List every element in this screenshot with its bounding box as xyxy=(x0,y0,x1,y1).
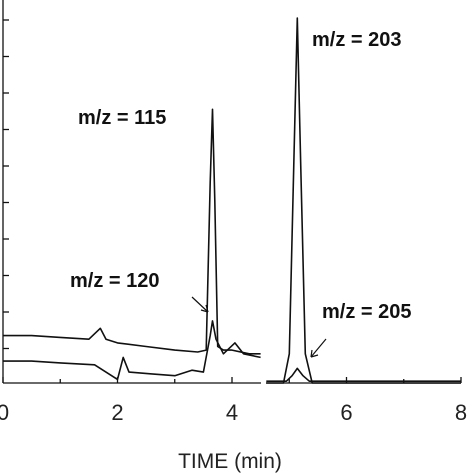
trace-2 xyxy=(266,17,461,384)
trace-3 xyxy=(266,367,461,382)
labels: m/z = 203 m/z = 115 m/z = 120 m/z = 205 xyxy=(70,29,412,358)
x-tick-label: 4 xyxy=(226,400,238,425)
traces xyxy=(3,17,461,384)
trace-0 xyxy=(3,108,261,355)
arrowhead-120 xyxy=(200,304,209,313)
x-tick-label: 8 xyxy=(455,400,467,425)
peak-label: m/z = 203 xyxy=(312,29,402,51)
arrow-205 xyxy=(310,338,327,358)
axes: 0 2 4 6 8 xyxy=(0,0,467,425)
x-tick-label: 2 xyxy=(111,400,123,425)
x-tick-label: 0 xyxy=(0,400,9,425)
trace-1 xyxy=(3,320,261,381)
arrowhead-205 xyxy=(310,349,319,358)
x-tick-label: 6 xyxy=(340,400,352,425)
arrow-120 xyxy=(191,296,209,313)
peak-label: m/z = 115 xyxy=(78,107,166,129)
peak-label: m/z = 120 xyxy=(70,270,160,292)
x-axis-title: TIME (min) xyxy=(178,450,282,473)
peak-label: m/z = 205 xyxy=(322,301,412,323)
